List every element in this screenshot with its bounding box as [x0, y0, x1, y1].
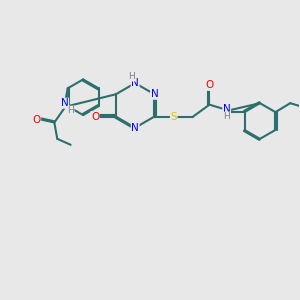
Text: H: H	[128, 72, 135, 81]
Text: H: H	[67, 106, 74, 115]
Text: N: N	[131, 123, 139, 133]
Text: S: S	[170, 112, 177, 122]
Text: O: O	[91, 112, 99, 122]
Text: O: O	[205, 80, 214, 90]
Text: N: N	[223, 104, 230, 114]
Text: N: N	[131, 78, 139, 88]
Text: N: N	[151, 89, 158, 99]
Text: O: O	[32, 115, 40, 124]
Text: N: N	[61, 98, 69, 108]
Text: H: H	[223, 112, 230, 121]
